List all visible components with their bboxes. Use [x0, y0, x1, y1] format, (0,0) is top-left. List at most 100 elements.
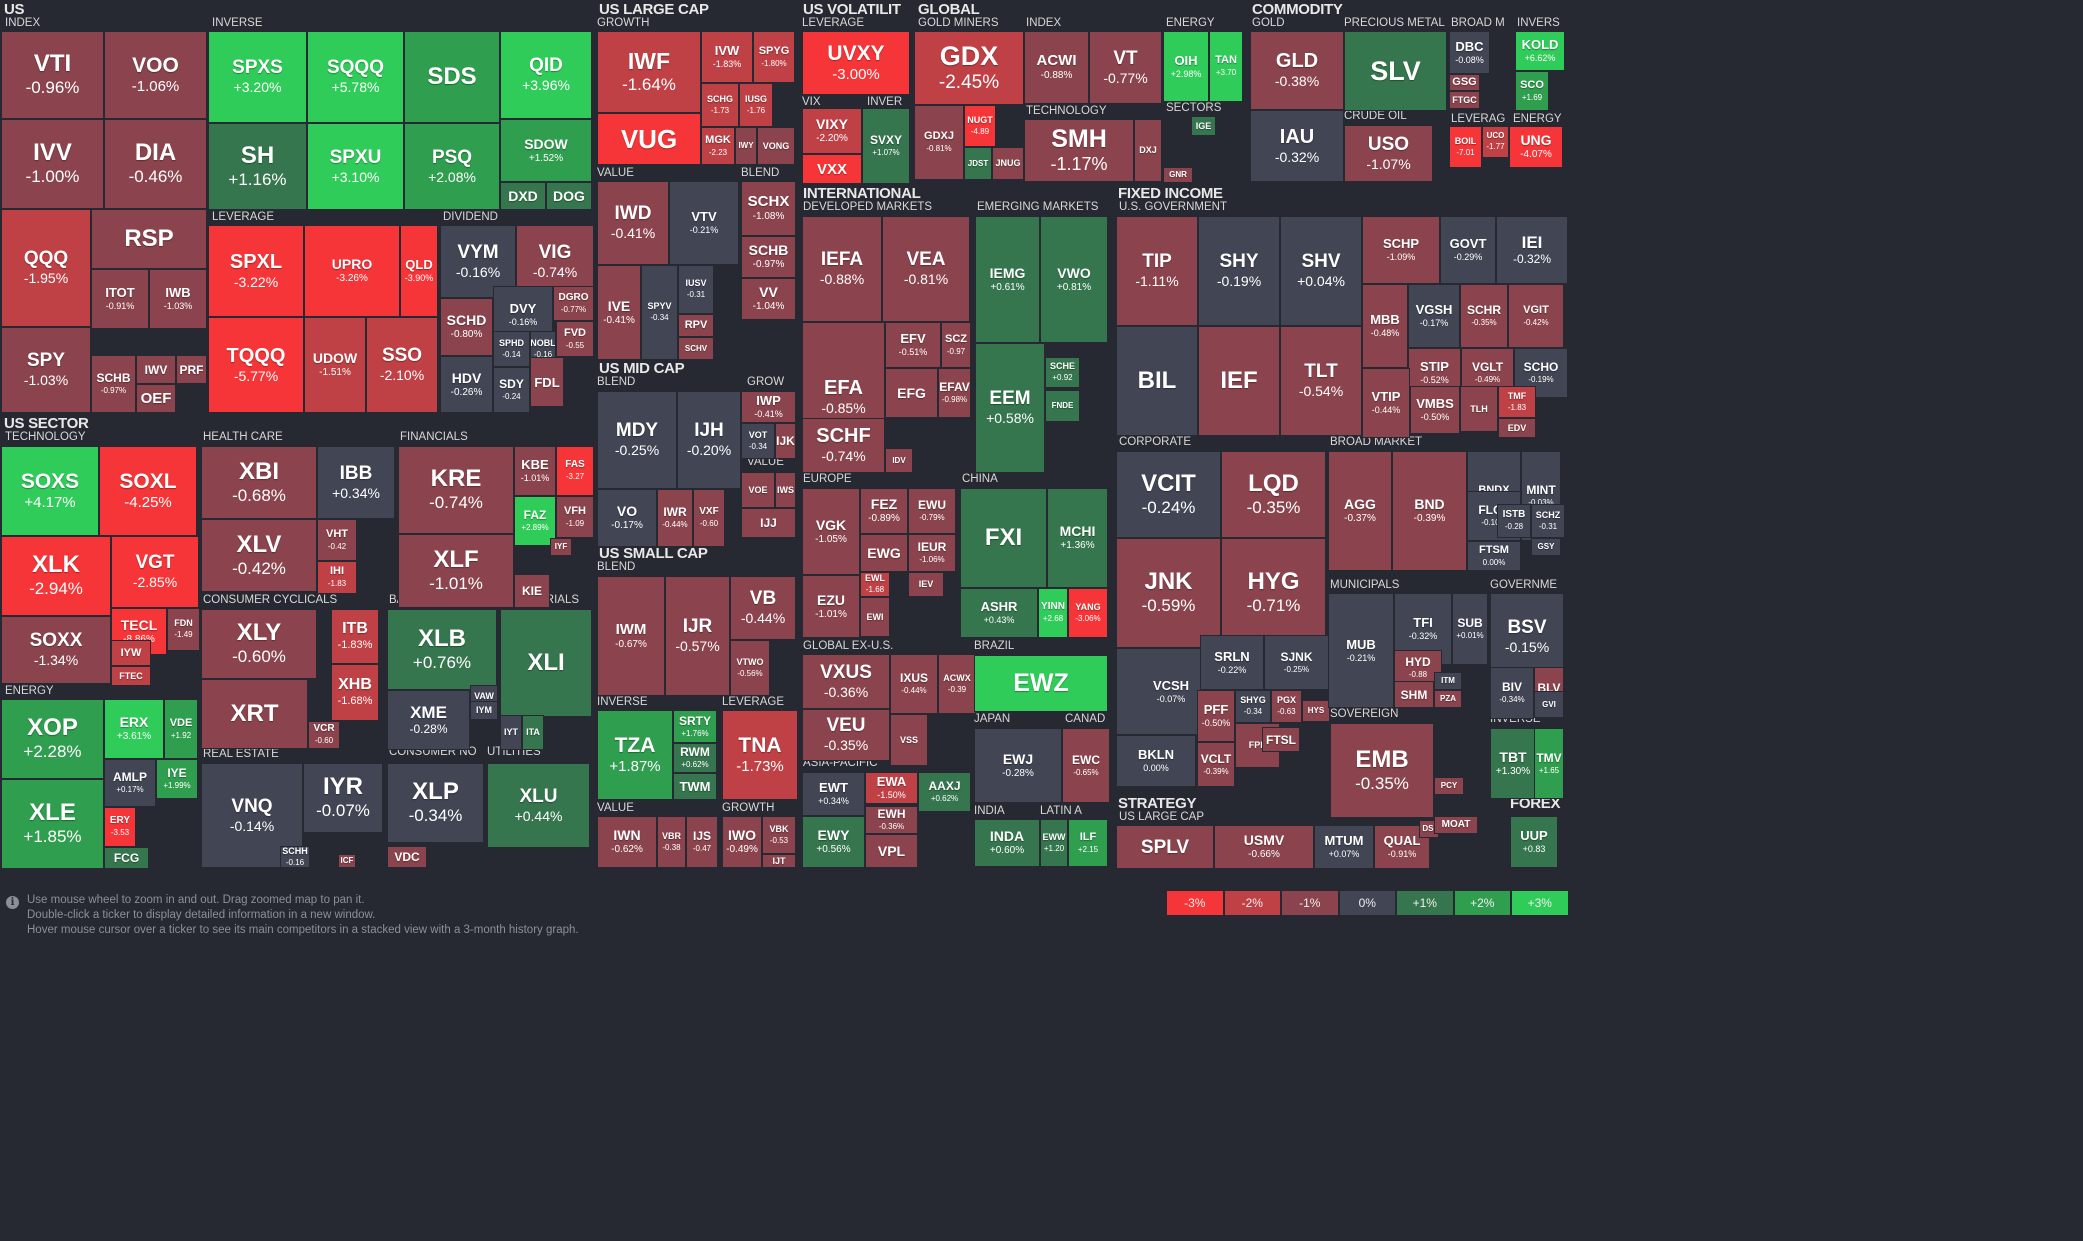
ticker-tile-splv[interactable]: SPLV [1116, 825, 1214, 869]
ticker-tile-vv[interactable]: VV -1.04% [741, 278, 796, 320]
ticker-tile-oih[interactable]: OIH +2.98% [1163, 31, 1209, 102]
ticker-tile-ewi[interactable]: EWI [860, 597, 890, 637]
ticker-tile-uco[interactable]: UCO -1.77 [1482, 126, 1509, 158]
ticker-tile-psq[interactable]: PSQ +2.08% [404, 123, 500, 210]
ticker-tile-schp[interactable]: SCHP -1.09% [1362, 216, 1440, 284]
ticker-tile-gsg[interactable]: GSG [1449, 74, 1480, 91]
ticker-tile-spy[interactable]: SPY -1.03% [1, 327, 91, 413]
ticker-tile-mdy[interactable]: MDY -0.25% [597, 391, 677, 489]
ticker-tile-dgro[interactable]: DGRO -0.77% [553, 286, 594, 321]
ticker-tile-amlp[interactable]: AMLP +0.17% [104, 759, 156, 807]
ticker-tile-xop[interactable]: XOP +2.28% [1, 699, 104, 779]
ticker-tile-istb[interactable]: ISTB -0.28 [1497, 504, 1531, 538]
ticker-tile-aaxj[interactable]: AAXJ +0.62% [918, 772, 971, 812]
ticker-tile-uso[interactable]: USO -1.07% [1344, 125, 1433, 182]
ticker-tile-pgx[interactable]: PGX -0.63 [1271, 690, 1302, 723]
ticker-tile-twm[interactable]: TWM [673, 773, 717, 800]
ticker-tile-kre[interactable]: KRE -0.74% [398, 446, 514, 534]
ticker-tile-vgt[interactable]: VGT -2.85% [111, 536, 199, 608]
ticker-tile-srty[interactable]: SRTY +1.76% [673, 710, 717, 743]
ticker-tile-iyt[interactable]: IYT [500, 715, 522, 750]
ticker-tile-itot[interactable]: ITOT -0.91% [91, 269, 149, 329]
ticker-tile-xbi[interactable]: XBI -0.68% [201, 446, 317, 519]
ticker-tile-ijt[interactable]: IJT [762, 854, 796, 868]
ticker-tile-shm[interactable]: SHM [1394, 681, 1434, 708]
ticker-tile-vcit[interactable]: VCIT -0.24% [1116, 451, 1221, 538]
ticker-tile-xhb[interactable]: XHB -1.68% [331, 664, 379, 721]
ticker-tile-acwi[interactable]: ACWI -0.88% [1024, 31, 1089, 104]
ticker-tile-fdn[interactable]: FDN -1.49 [167, 608, 200, 651]
ticker-tile-iyf[interactable]: IYF [550, 538, 572, 556]
ticker-tile-soxx[interactable]: SOXX -1.34% [1, 616, 111, 684]
ticker-tile-iwr[interactable]: IWR -0.44% [657, 489, 693, 547]
ticker-tile-ijk[interactable]: IJK [775, 423, 796, 459]
ticker-tile-iei[interactable]: IEI -0.32% [1496, 216, 1568, 284]
ticker-tile-sso[interactable]: SSO -2.10% [366, 317, 438, 413]
ticker-tile-gdxj[interactable]: GDXJ -0.81% [914, 105, 964, 180]
ticker-tile-oef[interactable]: OEF [136, 384, 176, 413]
ticker-tile-ivv[interactable]: IVV -1.00% [1, 119, 104, 209]
ticker-tile-schf[interactable]: SCHF -0.74% [802, 418, 885, 473]
ticker-tile-ewj[interactable]: EWJ -0.28% [974, 728, 1062, 803]
ticker-tile-gdx[interactable]: GDX -2.45% [914, 31, 1024, 105]
ticker-tile-xlp[interactable]: XLP -0.34% [387, 763, 484, 843]
ticker-tile-iefa[interactable]: IEFA -0.88% [802, 216, 882, 322]
ticker-tile-rwm[interactable]: RWM +0.62% [673, 743, 717, 773]
ticker-tile-ewu[interactable]: EWU -0.79% [908, 488, 956, 534]
ticker-tile-vht[interactable]: VHT -0.42 [317, 519, 357, 561]
ticker-tile-vde[interactable]: VDE +1.92 [164, 699, 198, 759]
ticker-tile-xrt[interactable]: XRT [201, 679, 308, 749]
ticker-tile-iwn[interactable]: IWN -0.62% [597, 816, 657, 868]
ticker-tile-sjnk[interactable]: SJNK -0.25% [1264, 635, 1329, 690]
ticker-tile-yinn[interactable]: YINN +2.68 [1038, 588, 1068, 638]
ticker-tile-inda[interactable]: INDA +0.60% [974, 819, 1040, 867]
ticker-tile-ihi[interactable]: IHI -1.83 [317, 561, 357, 594]
ticker-tile-qld[interactable]: QLD -3.90% [400, 225, 438, 317]
ticker-tile-vfh[interactable]: VFH -1.09 [556, 496, 594, 538]
ticker-tile-fas[interactable]: FAS -3.27 [556, 446, 594, 496]
ticker-tile-voo[interactable]: VOO -1.06% [104, 31, 207, 119]
ticker-tile-iyr[interactable]: IYR -0.07% [303, 763, 383, 833]
ticker-tile-schb[interactable]: SCHB -0.97% [741, 236, 796, 278]
ticker-tile-ewg[interactable]: EWG [860, 534, 908, 572]
ticker-tile-vig[interactable]: VIG -0.74% [516, 225, 594, 298]
ticker-tile-iau[interactable]: IAU -0.32% [1250, 110, 1344, 182]
ticker-tile-iev[interactable]: IEV [908, 572, 944, 597]
ticker-tile-edv[interactable]: EDV [1498, 418, 1536, 438]
ticker-tile-sdow[interactable]: SDOW +1.52% [500, 119, 592, 182]
ticker-tile-xme[interactable]: XME -0.28% [387, 690, 470, 750]
ticker-tile-ijh[interactable]: IJH -0.20% [677, 391, 741, 489]
ticker-tile-ivw[interactable]: IVW -1.83% [701, 31, 753, 83]
ticker-tile-vtv[interactable]: VTV -0.21% [669, 181, 739, 265]
ticker-tile-faz[interactable]: FAZ +2.89% [514, 496, 556, 546]
ticker-tile-iwm[interactable]: IWM -0.67% [597, 576, 665, 696]
ticker-tile-moat[interactable]: MOAT [1434, 816, 1478, 834]
ticker-tile-veu[interactable]: VEU -0.35% [802, 709, 890, 761]
ticker-tile-vong[interactable]: VONG [757, 127, 795, 165]
ticker-tile-xlk[interactable]: XLK -2.94% [1, 536, 111, 616]
ticker-tile-schh[interactable]: SCHH -0.16 [280, 846, 310, 868]
ticker-tile-biv[interactable]: BIV -0.34% [1490, 667, 1534, 719]
ticker-tile-boil[interactable]: BOIL -7.01 [1449, 126, 1482, 168]
ticker-tile-ita[interactable]: ITA [522, 715, 544, 750]
ticker-tile-rpv[interactable]: RPV [678, 314, 714, 337]
ticker-tile-usmv[interactable]: USMV -0.66% [1214, 825, 1314, 869]
ticker-tile-vo[interactable]: VO -0.17% [597, 489, 657, 547]
ticker-tile-schx[interactable]: SCHX -1.08% [741, 181, 796, 236]
ticker-tile-rsp[interactable]: RSP [91, 209, 207, 269]
ticker-tile-shv[interactable]: SHV +0.04% [1280, 216, 1362, 326]
ticker-tile-iwo[interactable]: IWO -0.49% [722, 816, 762, 868]
ticker-tile-gvi[interactable]: GVI [1534, 691, 1564, 718]
ticker-tile-vwo[interactable]: VWO +0.81% [1040, 216, 1108, 343]
ticker-tile-vxx[interactable]: VXX [802, 154, 862, 184]
ticker-tile-ftsl[interactable]: FTSL [1262, 727, 1300, 752]
ticker-tile-efg[interactable]: EFG [885, 368, 938, 418]
ticker-tile-ige[interactable]: IGE [1191, 116, 1216, 136]
ticker-tile-govt[interactable]: GOVT -0.29% [1440, 216, 1496, 284]
ticker-tile-schv[interactable]: SCHV [678, 337, 714, 360]
ticker-tile-bil[interactable]: BIL [1116, 326, 1198, 436]
ticker-tile-hyg[interactable]: HYG -0.71% [1221, 538, 1326, 648]
ticker-tile-iwv[interactable]: IWV [136, 355, 176, 384]
ticker-tile-yang[interactable]: YANG -3.06% [1068, 588, 1108, 638]
ticker-tile-tmf[interactable]: TMF -1.83 [1498, 386, 1536, 418]
